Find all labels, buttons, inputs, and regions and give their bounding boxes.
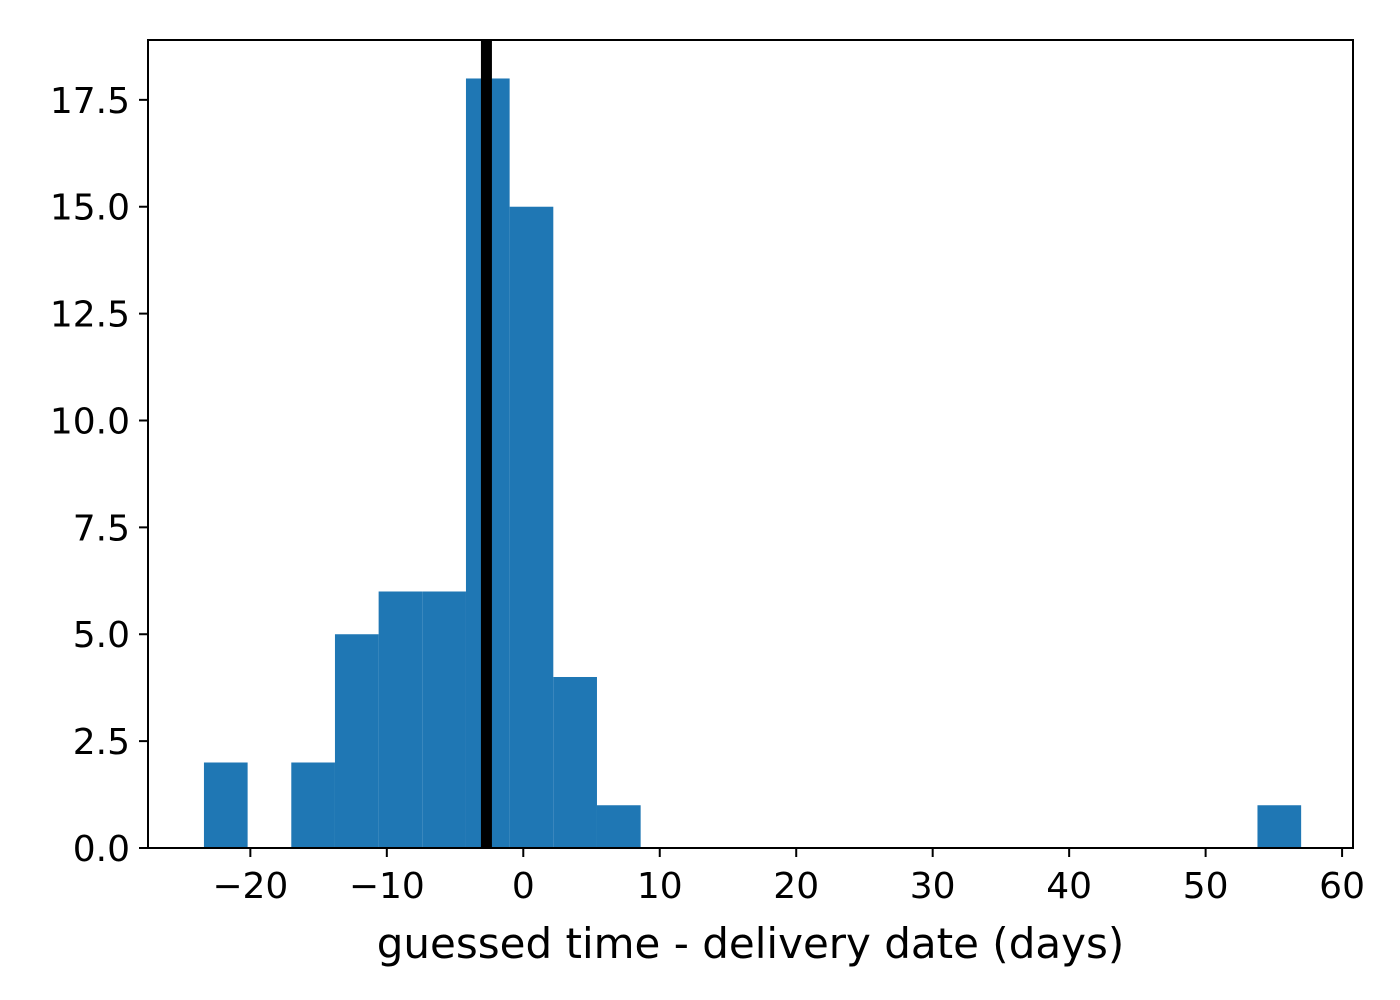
y-tick-label-0: 0.0 bbox=[73, 829, 130, 870]
histogram-bar-7 bbox=[509, 206, 554, 848]
x-tick-label-8: 60 bbox=[1319, 866, 1365, 907]
plot-frame bbox=[147, 39, 1354, 849]
x-tick-label-6: 40 bbox=[1046, 866, 1092, 907]
y-tick-label-4: 10.0 bbox=[50, 401, 130, 442]
histogram-bar-9 bbox=[596, 805, 641, 848]
y-tick-label-3: 7.5 bbox=[73, 508, 130, 549]
x-tick-label-0: −20 bbox=[212, 866, 288, 907]
histogram-bar-2 bbox=[291, 762, 335, 848]
x-tick-label-5: 30 bbox=[910, 866, 956, 907]
x-tick-label-2: 0 bbox=[512, 866, 535, 907]
x-tick-label-4: 20 bbox=[773, 866, 819, 907]
histogram-bar-10 bbox=[1257, 805, 1302, 848]
x-axis-title: guessed time - delivery date (days) bbox=[377, 919, 1124, 968]
y-tick-label-5: 12.5 bbox=[50, 295, 130, 336]
y-tick-label-2: 5.0 bbox=[73, 615, 130, 656]
x-tick-label-1: −10 bbox=[349, 866, 425, 907]
x-axis-ticks: −20 −10 0 10 20 30 40 50 60 bbox=[212, 848, 1365, 907]
y-axis-ticks: 0.0 2.5 5.0 7.5 10.0 12.5 15.0 17.5 bbox=[50, 81, 148, 870]
y-tick-label-7: 17.5 bbox=[50, 81, 130, 122]
x-tick-label-7: 50 bbox=[1183, 866, 1229, 907]
histogram-bar-4 bbox=[378, 591, 423, 848]
x-tick-label-3: 10 bbox=[637, 866, 683, 907]
histogram-bar-0 bbox=[203, 762, 248, 848]
y-tick-label-6: 15.0 bbox=[50, 188, 130, 229]
y-tick-label-1: 2.5 bbox=[73, 722, 130, 763]
histogram-bar-8 bbox=[553, 676, 597, 848]
histogram-bar-3 bbox=[334, 634, 379, 848]
histogram-bar-5 bbox=[422, 591, 466, 848]
